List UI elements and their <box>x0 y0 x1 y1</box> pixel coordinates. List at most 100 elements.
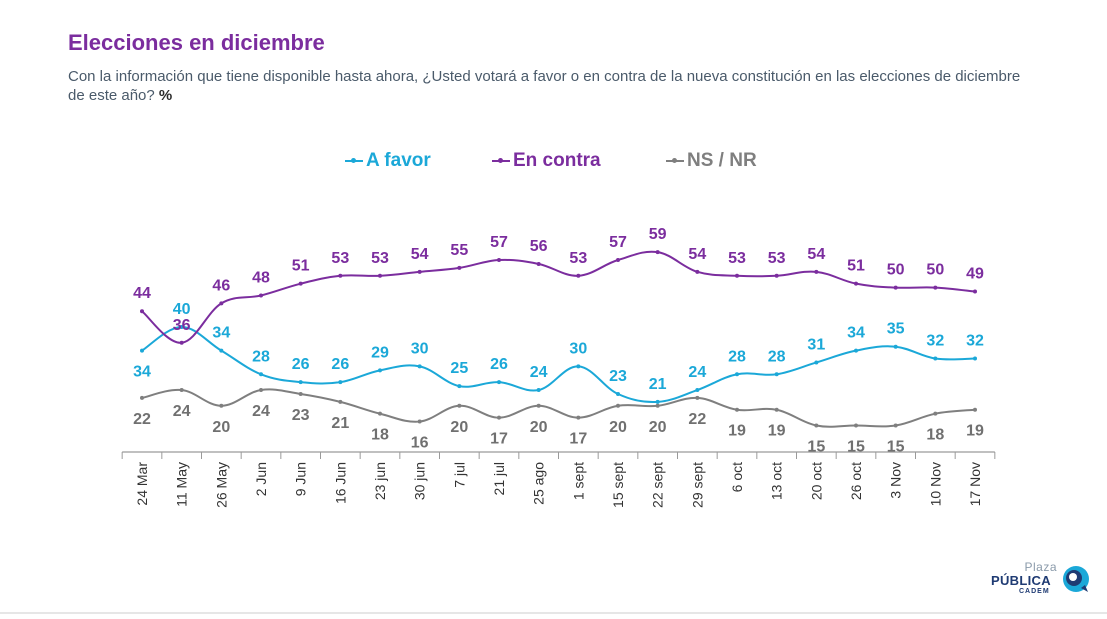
x-tick-label-11-may: 11 May <box>174 462 190 507</box>
legend-item-ns-nr: NS / NR <box>666 147 757 175</box>
data-label-ns-nr-7: 16 <box>411 435 429 452</box>
legend-label: En contra <box>513 150 601 171</box>
legend-swatch-icon <box>666 158 684 163</box>
legend-swatch-icon <box>345 158 363 163</box>
data-label-a-favor-15: 28 <box>728 348 746 365</box>
x-tick-label-6-oct: 6 oct <box>729 462 745 492</box>
data-label-ns-nr-18: 15 <box>847 439 865 456</box>
data-point-a-favor-4 <box>298 380 303 385</box>
data-point-en-contra-13 <box>655 250 660 255</box>
data-point-ns-nr-19 <box>893 423 898 428</box>
data-label-ns-nr-2: 20 <box>212 419 230 436</box>
data-label-a-favor-0: 34 <box>133 364 151 381</box>
data-point-ns-nr-13 <box>655 403 660 408</box>
data-label-en-contra-10: 56 <box>530 238 548 255</box>
data-label-a-favor-10: 24 <box>530 364 548 381</box>
data-label-a-favor-5: 26 <box>331 356 349 373</box>
x-tick-label-24-mar: 24 Mar <box>134 462 150 506</box>
data-point-ns-nr-1 <box>179 388 184 393</box>
data-label-ns-nr-15: 19 <box>728 423 746 440</box>
legend-item-a-favor: A favor <box>345 147 431 175</box>
data-point-ns-nr-20 <box>933 411 938 416</box>
data-point-en-contra-1 <box>179 340 184 345</box>
data-point-ns-nr-10 <box>536 403 541 408</box>
data-point-ns-nr-21 <box>973 407 977 412</box>
data-label-a-favor-11: 30 <box>569 340 587 357</box>
data-label-a-favor-6: 29 <box>371 344 389 361</box>
data-label-ns-nr-13: 20 <box>649 419 667 436</box>
unit-label: % <box>158 87 173 104</box>
x-tick-label-29-sept: 29 sept <box>689 462 705 508</box>
x-tick-label-16-jun: 16 Jun <box>332 462 348 504</box>
data-point-a-favor-19 <box>893 344 898 349</box>
data-label-en-contra-14: 54 <box>688 246 706 263</box>
data-point-a-favor-14 <box>695 388 700 393</box>
data-label-a-favor-14: 24 <box>688 364 706 381</box>
data-point-en-contra-18 <box>854 281 858 286</box>
x-tick-label-26-may: 26 May <box>213 462 229 508</box>
data-label-ns-nr-16: 19 <box>768 423 786 440</box>
x-tick-label-25-ago: 25 ago <box>531 462 547 505</box>
data-point-a-favor-20 <box>933 356 938 361</box>
data-point-a-favor-12 <box>616 391 620 396</box>
data-point-en-contra-7 <box>417 269 422 274</box>
data-point-ns-nr-16 <box>774 407 779 412</box>
x-tick-label-1-sept: 1 sept <box>570 462 586 500</box>
logo-text-sub: CADEM <box>1019 588 1050 595</box>
x-tick-label-2-jun: 2 Jun <box>253 462 269 496</box>
data-label-ns-nr-20: 18 <box>926 427 944 444</box>
data-point-en-contra-8 <box>457 265 462 270</box>
x-tick-label-10-nov: 10 Nov <box>927 462 943 506</box>
series-line-a-favor <box>141 325 976 403</box>
data-point-ns-nr-0 <box>140 395 144 400</box>
data-label-en-contra-8: 55 <box>450 242 468 259</box>
data-point-en-contra-12 <box>616 258 620 263</box>
data-label-ns-nr-4: 23 <box>292 407 310 424</box>
data-label-en-contra-5: 53 <box>331 250 349 267</box>
data-label-a-favor-16: 28 <box>768 348 786 365</box>
data-point-ns-nr-9 <box>497 415 501 420</box>
data-point-ns-nr-17 <box>814 423 819 428</box>
data-point-en-contra-0 <box>140 309 144 314</box>
data-point-a-favor-21 <box>973 356 977 361</box>
logo-text-main: PÚBLICA <box>991 573 1051 588</box>
data-label-en-contra-16: 53 <box>768 250 786 267</box>
legend-label: NS / NR <box>687 150 757 171</box>
data-label-en-contra-12: 57 <box>609 234 627 251</box>
x-tick-label-13-oct: 13 oct <box>769 462 785 500</box>
x-tick-label-9-jun: 9 Jun <box>293 462 309 496</box>
data-label-a-favor-4: 26 <box>292 356 310 373</box>
x-tick-label-22-sept: 22 sept <box>650 462 666 508</box>
chart-subtitle: Con la información que tiene disponible … <box>68 67 1028 105</box>
data-point-ns-nr-6 <box>378 411 382 416</box>
data-label-ns-nr-12: 20 <box>609 419 627 436</box>
data-label-ns-nr-0: 22 <box>133 411 151 428</box>
chart-legend: A favor En contra NS / NR <box>0 147 1107 175</box>
data-label-en-contra-2: 46 <box>212 277 230 294</box>
subtitle-text: Con la información que tiene disponible … <box>68 68 1021 104</box>
divider <box>0 612 1107 614</box>
data-label-ns-nr-11: 17 <box>569 431 587 448</box>
data-point-ns-nr-5 <box>338 399 343 404</box>
data-label-en-contra-1: 36 <box>173 317 191 334</box>
data-label-en-contra-21: 49 <box>966 266 984 283</box>
x-tick-label-17-nov: 17 Nov <box>967 462 983 506</box>
legend-swatch-icon <box>492 158 510 163</box>
data-point-ns-nr-15 <box>735 407 739 412</box>
data-label-en-contra-13: 59 <box>649 226 667 243</box>
x-tick-label-21-jul: 21 jul <box>491 462 507 495</box>
data-label-ns-nr-14: 22 <box>688 411 706 428</box>
data-label-a-favor-2: 34 <box>212 325 230 342</box>
data-point-en-contra-3 <box>259 293 263 298</box>
data-point-en-contra-14 <box>695 269 700 274</box>
chart-title: Elecciones en diciembre <box>68 30 325 55</box>
data-label-a-favor-1: 40 <box>173 301 191 318</box>
data-point-en-contra-11 <box>576 273 581 278</box>
data-point-en-contra-16 <box>774 273 779 278</box>
data-label-a-favor-9: 26 <box>490 356 508 373</box>
legend-item-en-contra: En contra <box>492 147 601 175</box>
data-label-en-contra-19: 50 <box>887 262 905 279</box>
data-label-ns-nr-3: 24 <box>252 403 270 420</box>
series-line-ns-nr <box>141 388 976 428</box>
data-label-ns-nr-5: 21 <box>331 415 349 432</box>
